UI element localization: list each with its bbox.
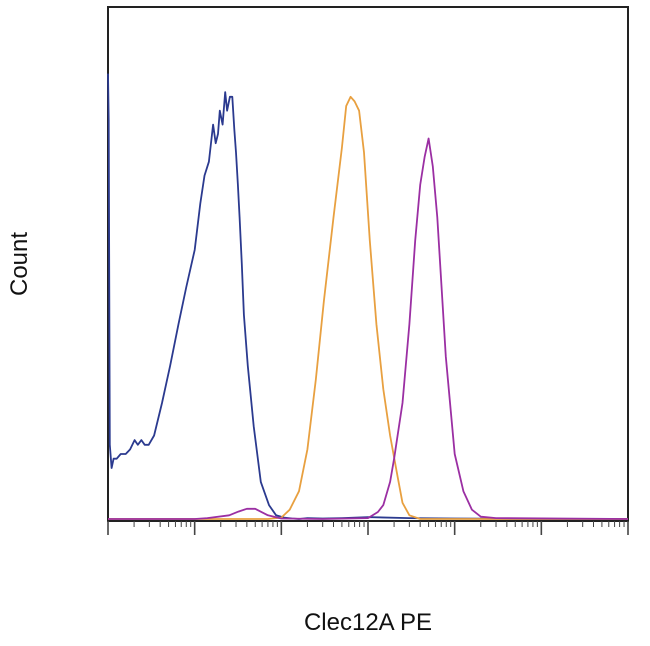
y-axis-title: Count [6,232,33,296]
histogram-series-2 [108,95,628,520]
x-axis-title: Clec12A PE [304,609,432,636]
plot-frame [107,6,629,522]
x-axis-ticks [107,521,629,535]
histogram-series-3 [108,137,629,520]
series-layer [107,73,629,520]
